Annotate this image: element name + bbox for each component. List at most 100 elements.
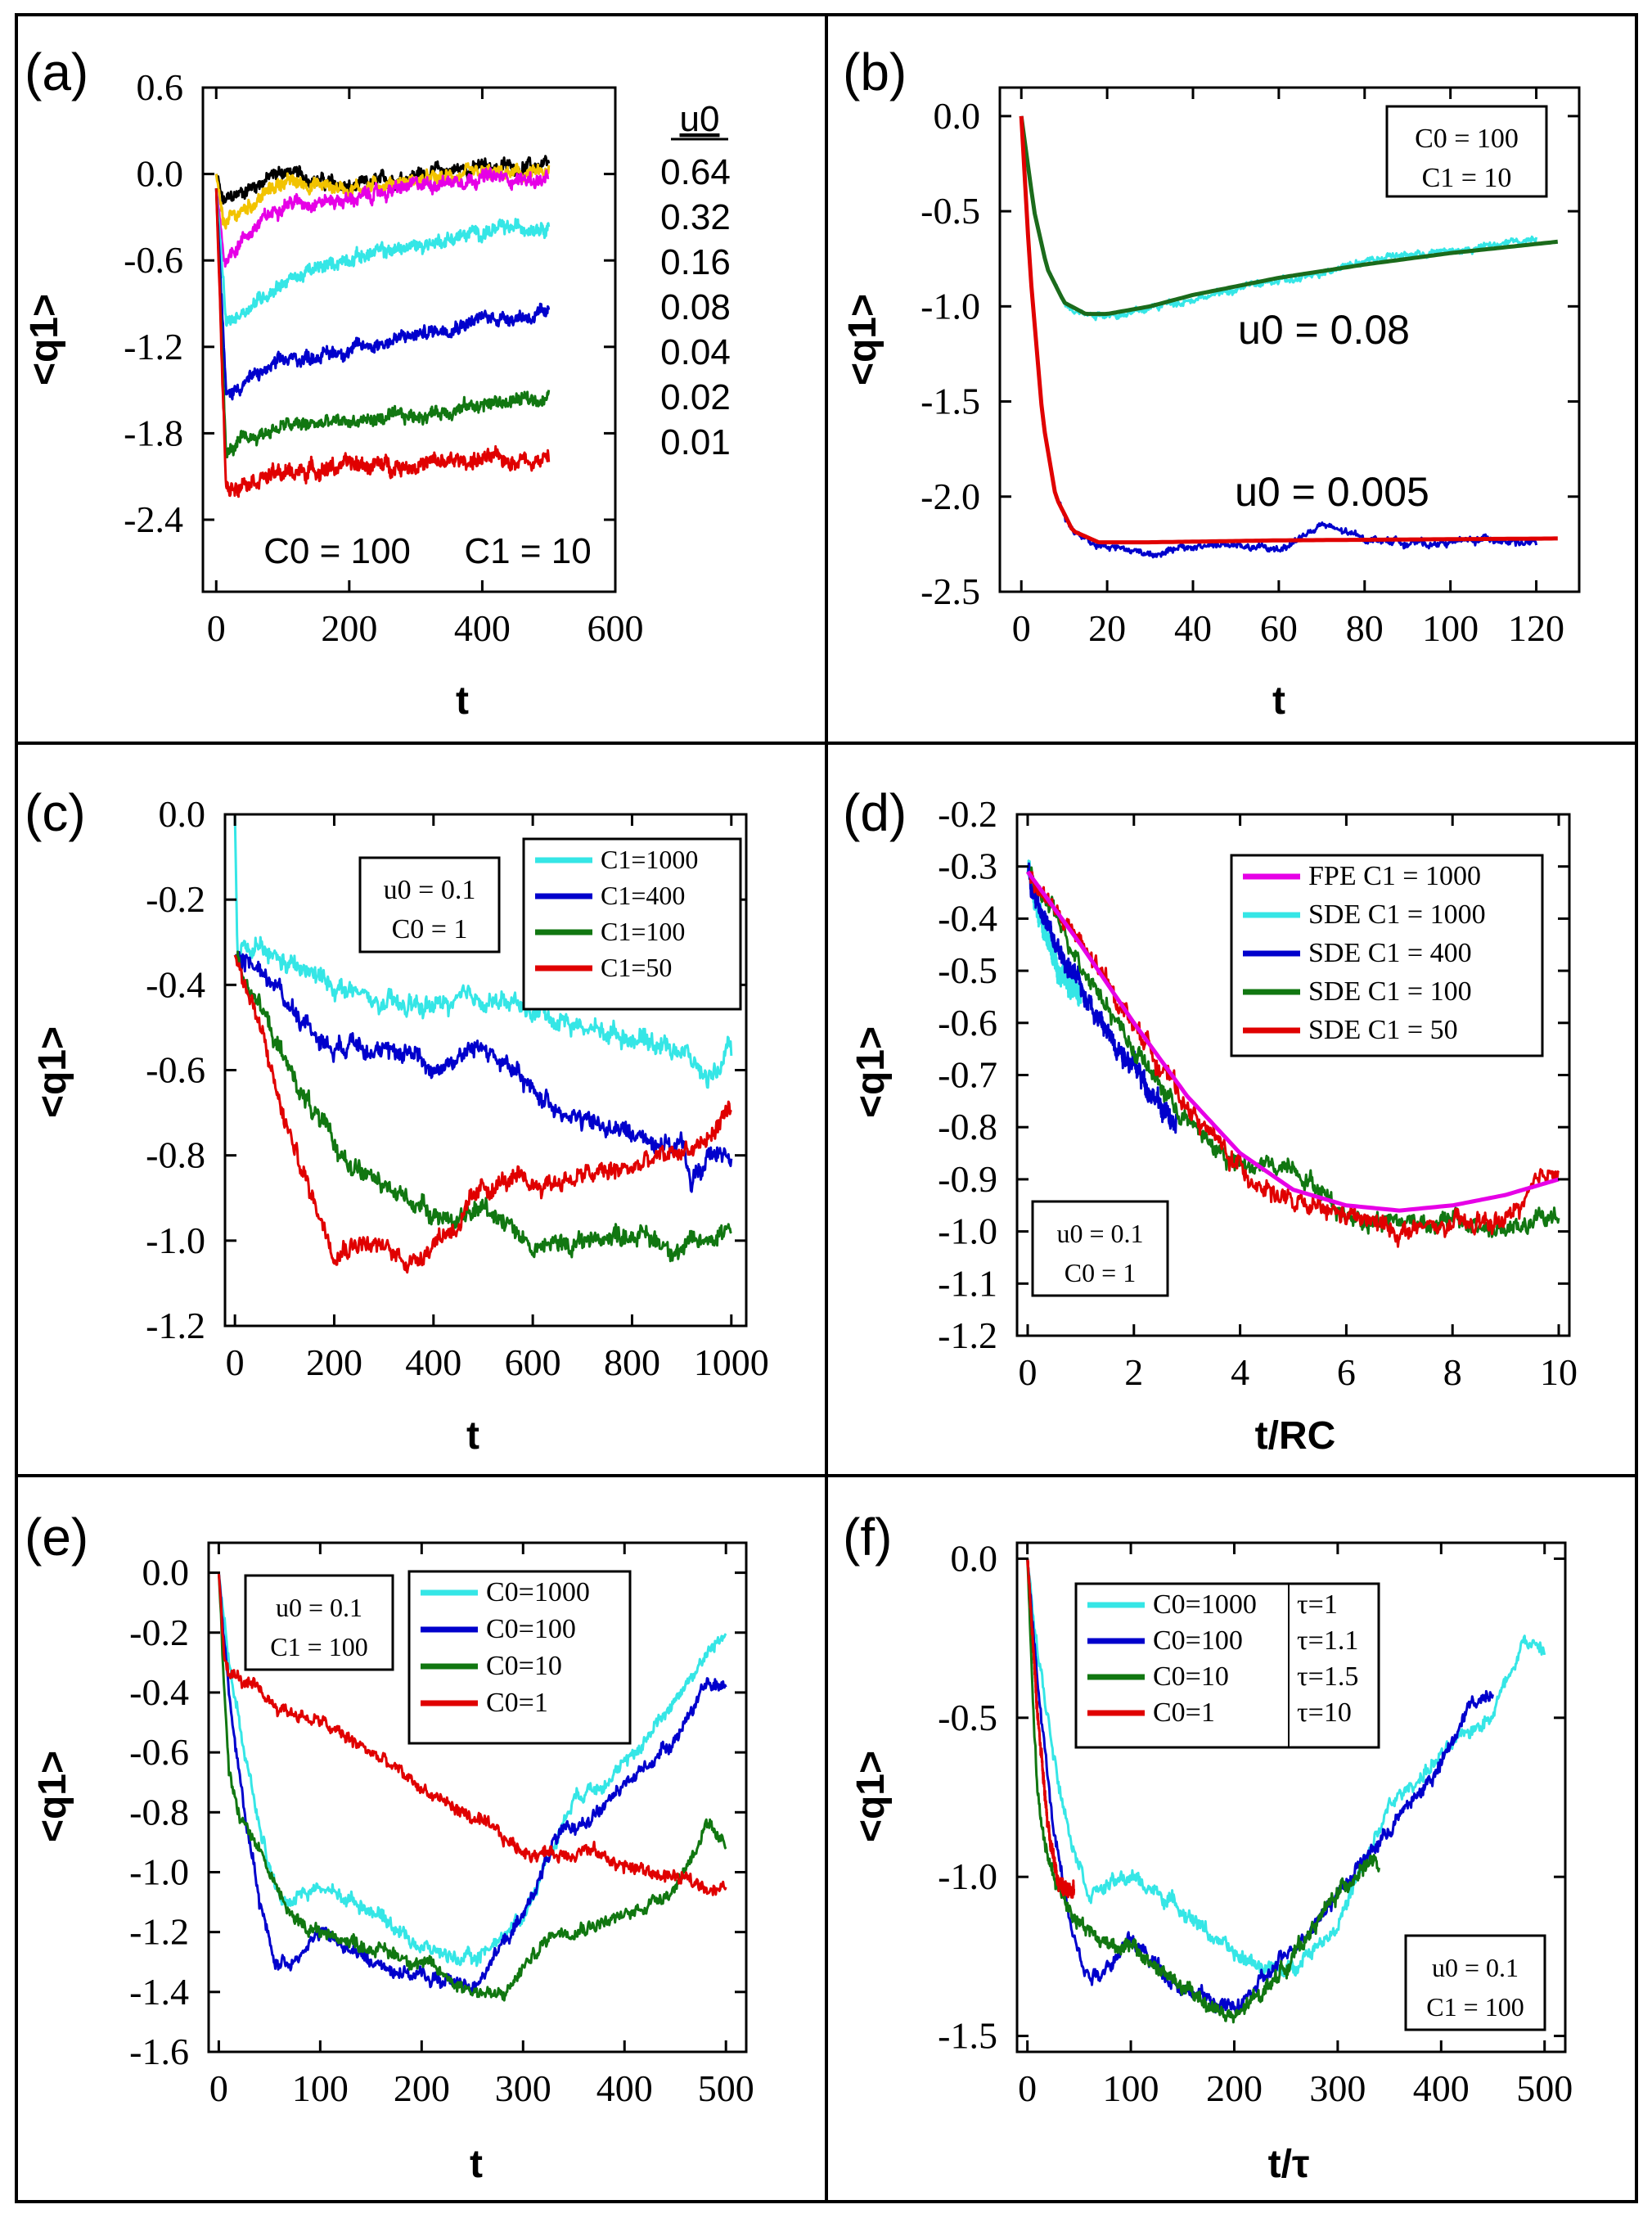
e-legend-entry-3: C0=1 <box>486 1688 548 1718</box>
ytick-label-0: 0.0 <box>159 793 206 835</box>
legend-entry-0.08: 0.08 <box>660 287 731 327</box>
series-u0 = 0.005 FPE <box>1019 115 1558 545</box>
ytick-label-6: -0.8 <box>938 1106 997 1147</box>
ytick-label-4: -2.0 <box>921 476 980 517</box>
panel-label-f: (f) <box>843 1508 892 1567</box>
xtick-label-500: 500 <box>698 2067 754 2109</box>
c-legend-entry-1: C1=400 <box>601 881 685 910</box>
d-legend-entry-0: FPE C1 = 1000 <box>1308 861 1481 891</box>
xlabel-d: t/RC <box>1255 1414 1336 1458</box>
series-group <box>1026 1558 1546 2024</box>
ytick-label-2: -0.4 <box>129 1671 189 1713</box>
ytick-label-1: -0.2 <box>146 878 205 920</box>
ytick-label-1: -0.5 <box>921 190 980 232</box>
xtick-label-0: 0 <box>207 607 226 649</box>
series-0.08 <box>214 188 551 327</box>
ytick-label-0: 0.6 <box>137 66 184 108</box>
xtick-label-100: 100 <box>1422 607 1479 649</box>
c-info-line-1: C0 = 1 <box>392 914 468 944</box>
xtick-label-300: 300 <box>1309 2067 1366 2109</box>
e-legend-box <box>407 1570 632 1745</box>
ylabel-b: <q1> <box>841 294 885 385</box>
series-0.04 <box>214 188 551 401</box>
xtick-label-6: 6 <box>1337 1351 1356 1393</box>
ylabel-f: <q1> <box>849 1751 893 1842</box>
e-legend-entry-0: C0=1000 <box>486 1577 590 1607</box>
ytick-label-2: -0.6 <box>124 239 183 281</box>
f-legend-tau-1: τ=1.1 <box>1297 1625 1358 1656</box>
xtick-label-60: 60 <box>1260 607 1298 649</box>
xtick-label-200: 200 <box>321 607 377 649</box>
xtick-label-0: 0 <box>209 2067 228 2109</box>
ytick-label-3: -1.2 <box>124 326 183 367</box>
series-C0=1000 <box>217 1572 727 1968</box>
ytick-label-10: -1.2 <box>938 1314 997 1356</box>
f-legend-tau-2: τ=1.5 <box>1297 1661 1358 1692</box>
xtick-label-10: 10 <box>1540 1351 1578 1393</box>
annotation-c1: C1 = 10 <box>464 531 591 571</box>
legend-entry-0.02: 0.02 <box>660 377 731 417</box>
ytick-label-7: -0.9 <box>938 1158 997 1200</box>
d-info-line-0: u0 = 0.1 <box>1056 1219 1143 1248</box>
f-legend-entry-2: C0=10 <box>1153 1661 1229 1692</box>
d-legend-entry-4: SDE C1 = 50 <box>1308 1015 1458 1045</box>
xtick-label-200: 200 <box>306 1341 362 1383</box>
xtick-label-1000: 1000 <box>694 1341 769 1383</box>
panel-label-e: (e) <box>25 1508 88 1567</box>
xtick-label-300: 300 <box>495 2067 551 2109</box>
xtick-label-400: 400 <box>596 2067 653 2109</box>
ylabel-a: <q1> <box>23 294 66 385</box>
panel-label-c: (c) <box>25 783 86 842</box>
ytick-label-1: -0.5 <box>938 1697 997 1738</box>
ytick-label-0: 0.0 <box>142 1552 190 1594</box>
xtick-label-600: 600 <box>505 1341 561 1383</box>
plot-area-a <box>201 86 617 593</box>
series-group <box>233 814 733 1274</box>
ytick-label-8: -1.6 <box>129 2031 189 2072</box>
xtick-label-2: 2 <box>1124 1351 1143 1393</box>
legend-entry-0.64: 0.64 <box>660 152 731 192</box>
panel-c: 0 200 400 600 800 1000 0.0 -0.2 -0.4 -0.6 -0.8 -1.0… <box>25 783 769 1458</box>
series-0.16 <box>214 167 550 268</box>
xtick-label-100: 100 <box>1103 2067 1159 2109</box>
panel-b: 0 20 40 60 80 100 120 0.0 -0.5 -1.0 -1.5 -2.0 -2.5 (b… <box>841 43 1581 723</box>
series-FPE C1 = 1000 <box>1025 870 1560 1213</box>
d-legend-entry-2: SDE C1 = 400 <box>1308 938 1472 968</box>
series-SDE C1 = 50 <box>1026 871 1560 1248</box>
series-group <box>1025 859 1560 1248</box>
e-info-line-1: C1 = 100 <box>270 1632 367 1661</box>
d-info-box <box>1031 1200 1169 1297</box>
legend-entry-0.01: 0.01 <box>660 422 731 462</box>
b-legend-box <box>1385 105 1548 198</box>
ytick-label-1: -0.3 <box>938 845 997 887</box>
panel-label-d: (d) <box>843 783 907 842</box>
series-SDE C1 = 400 <box>1026 862 1178 1134</box>
ytick-label-3: -1.5 <box>921 381 980 422</box>
ytick-label-4: -0.8 <box>129 1791 189 1833</box>
plot-area-e <box>207 1541 748 2053</box>
ytick-label-4: -1.8 <box>124 412 183 453</box>
xtick-label-4: 4 <box>1231 1351 1249 1393</box>
ytick-label-4: -0.6 <box>938 1002 997 1044</box>
f-legend-entry-1: C0=100 <box>1153 1625 1243 1656</box>
panel-e: 0 100 200 300 400 500 0.0 -0.2 -0.4 -0.6 -0.8 -1.0 -… <box>25 1508 754 2186</box>
series-C0=10 <box>1026 1558 1380 2024</box>
xtick-label-400: 400 <box>454 607 511 649</box>
xtick-label-500: 500 <box>1516 2067 1573 2109</box>
ytick-label-2: -1.0 <box>921 285 980 327</box>
xlabel-e: t <box>470 2143 483 2186</box>
ytick-label-3: -1.5 <box>938 2015 997 2057</box>
e-info-line-0: u0 = 0.1 <box>276 1593 362 1622</box>
xtick-label-0: 0 <box>226 1341 245 1383</box>
panel-label-b: (b) <box>843 43 907 101</box>
ytick-label-2: -0.4 <box>146 963 205 1005</box>
ylabel-c: <q1> <box>31 1026 74 1118</box>
ytick-label-5: -1.0 <box>146 1219 205 1261</box>
f-info-box <box>1404 1934 1546 2031</box>
series-C0=100 <box>1026 1558 1494 2014</box>
ytick-label-7: -1.4 <box>129 1971 189 2013</box>
ytick-label-9: -1.1 <box>938 1262 997 1304</box>
c-legend-box <box>522 837 742 1011</box>
b-legend-line-0: C0 = 100 <box>1415 124 1519 154</box>
xtick-label-600: 600 <box>587 607 644 649</box>
